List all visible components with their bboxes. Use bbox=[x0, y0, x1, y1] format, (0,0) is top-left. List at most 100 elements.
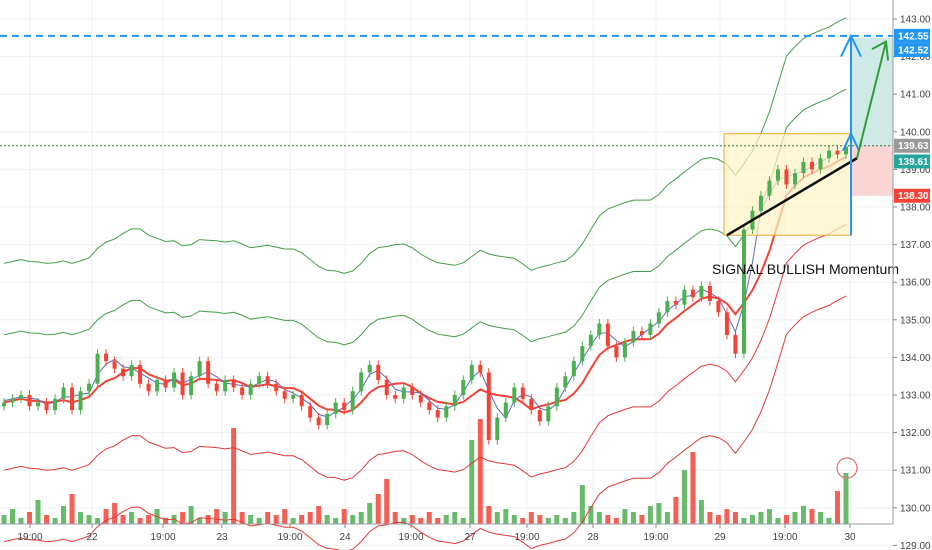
volume-bar bbox=[749, 515, 755, 524]
candle-body bbox=[844, 146, 848, 155]
price-badge: 138.30 bbox=[894, 188, 930, 203]
candle-body bbox=[792, 173, 797, 185]
candle-body bbox=[240, 387, 245, 395]
volume-bar bbox=[766, 509, 772, 524]
volume-bar bbox=[95, 518, 101, 524]
candle-body bbox=[435, 410, 440, 418]
volume-bar bbox=[188, 506, 194, 524]
candle-body bbox=[87, 383, 92, 392]
volume-bar bbox=[307, 512, 313, 524]
volume-bar bbox=[460, 518, 466, 524]
candle-body bbox=[78, 391, 83, 411]
volume-bar bbox=[579, 485, 585, 524]
volume-bar bbox=[273, 515, 279, 524]
volume-bar bbox=[290, 518, 296, 524]
candle-body bbox=[478, 364, 483, 373]
candle-body bbox=[614, 346, 619, 358]
volume-bar bbox=[44, 515, 50, 524]
volume-bar bbox=[222, 512, 228, 524]
volume-bar bbox=[622, 509, 628, 524]
candle-body bbox=[138, 364, 143, 384]
candle-body bbox=[580, 346, 585, 362]
candle-body bbox=[121, 368, 126, 377]
volume-bar bbox=[52, 518, 58, 524]
y-tick-label: 139.00 bbox=[900, 165, 931, 176]
candle-body bbox=[716, 301, 721, 313]
volume-bar bbox=[137, 518, 143, 524]
volume-bar bbox=[571, 512, 577, 524]
volume-bar bbox=[392, 512, 398, 524]
candle-body bbox=[112, 361, 117, 369]
volume-bar bbox=[724, 509, 730, 524]
upper-band-inner bbox=[3, 88, 847, 346]
candle-body bbox=[418, 395, 423, 403]
volume-bar bbox=[588, 506, 594, 524]
candle-body bbox=[809, 161, 814, 170]
x-tick-label: 19:00 bbox=[514, 532, 539, 543]
price-badge-bg bbox=[894, 138, 930, 153]
volume-bar bbox=[426, 512, 432, 524]
volume-highlight-circle bbox=[836, 457, 858, 479]
candle-body bbox=[257, 376, 262, 384]
volume-bar bbox=[435, 518, 441, 524]
candle-body bbox=[801, 161, 806, 174]
x-tick-label: 29 bbox=[714, 532, 726, 543]
volume-bar bbox=[732, 512, 738, 524]
volume-bar bbox=[477, 419, 483, 524]
candle-body bbox=[639, 331, 644, 335]
volume-bar bbox=[775, 518, 781, 524]
green-projection-arrow bbox=[856, 41, 887, 159]
volume-bar bbox=[409, 515, 415, 524]
volume-bar bbox=[324, 515, 330, 524]
signal-annotation: SIGNAL BULLISH Momentum bbox=[712, 261, 899, 277]
volume-bar bbox=[265, 512, 271, 524]
x-tick-label: 19:00 bbox=[398, 532, 423, 543]
volume-bar bbox=[256, 518, 262, 524]
candle-body bbox=[690, 289, 695, 298]
volume-bar bbox=[205, 515, 211, 524]
candle-body bbox=[758, 195, 763, 211]
volume-bar bbox=[630, 512, 636, 524]
price-badge-label: 142.52 bbox=[898, 46, 929, 57]
volume-bar bbox=[537, 515, 543, 524]
candle-body bbox=[784, 169, 789, 185]
candle-body bbox=[376, 364, 381, 380]
y-tick-label: 129.00 bbox=[900, 541, 931, 550]
candle-body bbox=[529, 398, 534, 411]
volume-bar bbox=[27, 512, 33, 524]
x-tick-label: 19:00 bbox=[643, 532, 668, 543]
candle-body bbox=[359, 372, 364, 392]
volume-bar bbox=[350, 515, 356, 524]
candle-body bbox=[605, 323, 610, 347]
volume-bar bbox=[180, 512, 186, 524]
volume-bar bbox=[817, 512, 823, 524]
y-tick-label: 130.00 bbox=[900, 503, 931, 514]
candle-body bbox=[104, 353, 109, 362]
candle-body bbox=[155, 379, 160, 392]
volume-bar bbox=[707, 512, 713, 524]
x-tick-label: 23 bbox=[216, 532, 228, 543]
candle-body bbox=[571, 361, 576, 377]
candle-body bbox=[223, 379, 228, 392]
candle-body bbox=[214, 383, 219, 392]
volume-bar bbox=[673, 497, 679, 524]
candle-body bbox=[265, 376, 270, 384]
candle-body bbox=[520, 387, 525, 399]
candle-body bbox=[563, 376, 568, 388]
volume-bar bbox=[741, 518, 747, 524]
candle-body bbox=[206, 361, 211, 384]
candle-body bbox=[656, 312, 661, 324]
volume-bar bbox=[282, 509, 288, 524]
volume-bar bbox=[120, 515, 126, 524]
y-tick-label: 141.00 bbox=[900, 90, 931, 101]
volume-bar bbox=[528, 512, 534, 524]
candle-body bbox=[189, 376, 194, 395]
candle-body bbox=[2, 402, 6, 407]
candle-body bbox=[146, 383, 151, 392]
volume-bar bbox=[299, 515, 305, 524]
candle-body bbox=[818, 158, 823, 170]
x-tick-label: 27 bbox=[464, 532, 476, 543]
candle-body bbox=[401, 387, 406, 399]
